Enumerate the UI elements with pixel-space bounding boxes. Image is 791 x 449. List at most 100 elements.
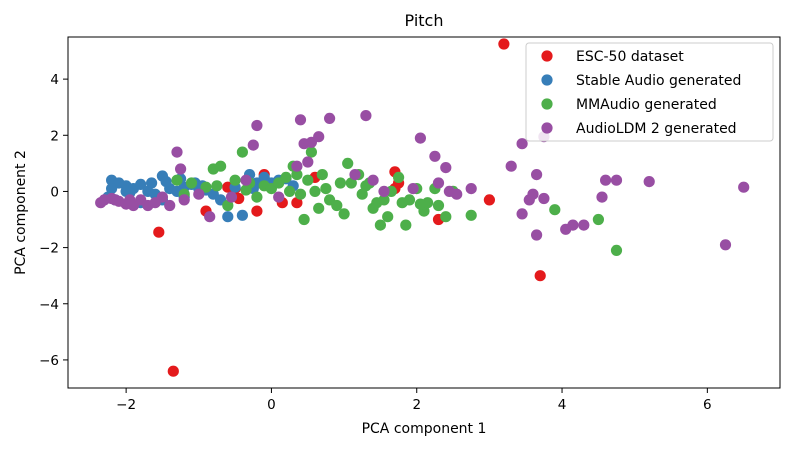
data-point	[483, 194, 495, 206]
data-point	[225, 191, 238, 203]
data-point	[251, 191, 263, 203]
data-point	[538, 192, 550, 205]
data-point	[294, 188, 307, 200]
data-point	[156, 191, 168, 203]
data-point	[178, 194, 190, 206]
data-point	[316, 169, 328, 181]
data-point	[294, 114, 307, 126]
data-point	[291, 160, 303, 172]
data-point	[349, 169, 361, 181]
data-point	[331, 199, 343, 212]
data-point	[414, 132, 426, 144]
data-point	[320, 183, 332, 195]
data-point	[516, 208, 528, 220]
data-point	[284, 185, 296, 197]
data-point	[302, 174, 314, 186]
data-point	[393, 171, 405, 183]
data-point	[643, 176, 655, 188]
series-3	[95, 110, 750, 251]
legend-marker	[541, 50, 553, 62]
series-2	[171, 146, 623, 256]
data-point	[251, 205, 263, 217]
y-axis-label: PCA component 2	[13, 150, 29, 275]
data-point	[338, 208, 350, 220]
data-point	[596, 191, 608, 203]
data-point	[305, 146, 317, 158]
data-point	[236, 209, 248, 221]
data-point	[124, 194, 136, 206]
data-point	[193, 188, 205, 200]
y-tick-label: 4	[50, 72, 59, 88]
data-point	[309, 185, 321, 197]
data-point	[109, 194, 121, 206]
data-point	[360, 110, 372, 122]
data-point	[440, 211, 452, 223]
legend-label: MMAudio generated	[576, 97, 717, 113]
data-point	[146, 177, 158, 189]
data-point	[534, 270, 546, 282]
data-point	[171, 174, 183, 186]
data-point	[204, 211, 216, 223]
data-point	[302, 156, 314, 168]
data-point	[432, 199, 445, 212]
data-point	[160, 176, 172, 188]
data-point	[215, 160, 227, 172]
y-tick-label: 0	[50, 184, 59, 200]
data-point	[451, 188, 463, 200]
data-point	[251, 119, 263, 132]
x-tick-label: −2	[116, 397, 136, 413]
data-point	[106, 183, 118, 195]
data-point	[135, 178, 147, 190]
data-point	[175, 163, 187, 175]
data-point	[414, 198, 426, 210]
data-point	[516, 138, 528, 150]
data-point	[153, 226, 165, 238]
data-point	[240, 174, 252, 186]
data-point	[523, 194, 535, 206]
data-point	[291, 197, 303, 209]
data-point	[592, 213, 605, 226]
data-point	[298, 213, 310, 226]
data-point	[505, 160, 517, 172]
data-point	[313, 202, 325, 214]
data-point	[578, 219, 590, 231]
data-point	[342, 157, 354, 169]
legend-marker	[541, 74, 553, 86]
data-point	[324, 112, 336, 124]
data-point	[200, 181, 212, 193]
legend-label: Stable Audio generated	[576, 73, 741, 89]
data-point	[345, 177, 357, 189]
data-point	[211, 180, 223, 192]
legend-box	[525, 42, 774, 142]
data-point	[600, 174, 612, 186]
legend-label: ESC-50 dataset	[576, 49, 684, 65]
data-point	[222, 199, 234, 212]
data-point	[229, 174, 241, 186]
y-tick-label: −6	[39, 353, 59, 369]
data-point	[313, 131, 325, 143]
points-layer	[95, 38, 750, 377]
legend-marker	[541, 98, 553, 110]
data-point	[236, 146, 248, 158]
data-point	[280, 171, 292, 183]
data-point	[400, 219, 412, 231]
data-point	[378, 185, 390, 197]
data-point	[334, 177, 346, 189]
data-point	[549, 204, 561, 216]
data-point	[531, 169, 543, 181]
chart-title: Pitch	[405, 11, 444, 30]
x-tick-label: 0	[267, 397, 276, 413]
x-tick-label: 2	[412, 397, 421, 413]
data-point	[719, 239, 732, 251]
data-point	[185, 177, 198, 189]
data-point	[240, 184, 252, 196]
data-point	[465, 209, 477, 221]
data-point	[610, 174, 623, 186]
y-tick-label: 2	[50, 128, 59, 144]
data-point	[222, 211, 234, 223]
data-point	[567, 219, 579, 231]
data-point	[498, 38, 510, 50]
axes-layer: −2 0 2 4 6 −6 −4 −2 0 2 4 PCA component 1 PCA compon…	[13, 36, 781, 437]
data-point	[429, 150, 441, 162]
